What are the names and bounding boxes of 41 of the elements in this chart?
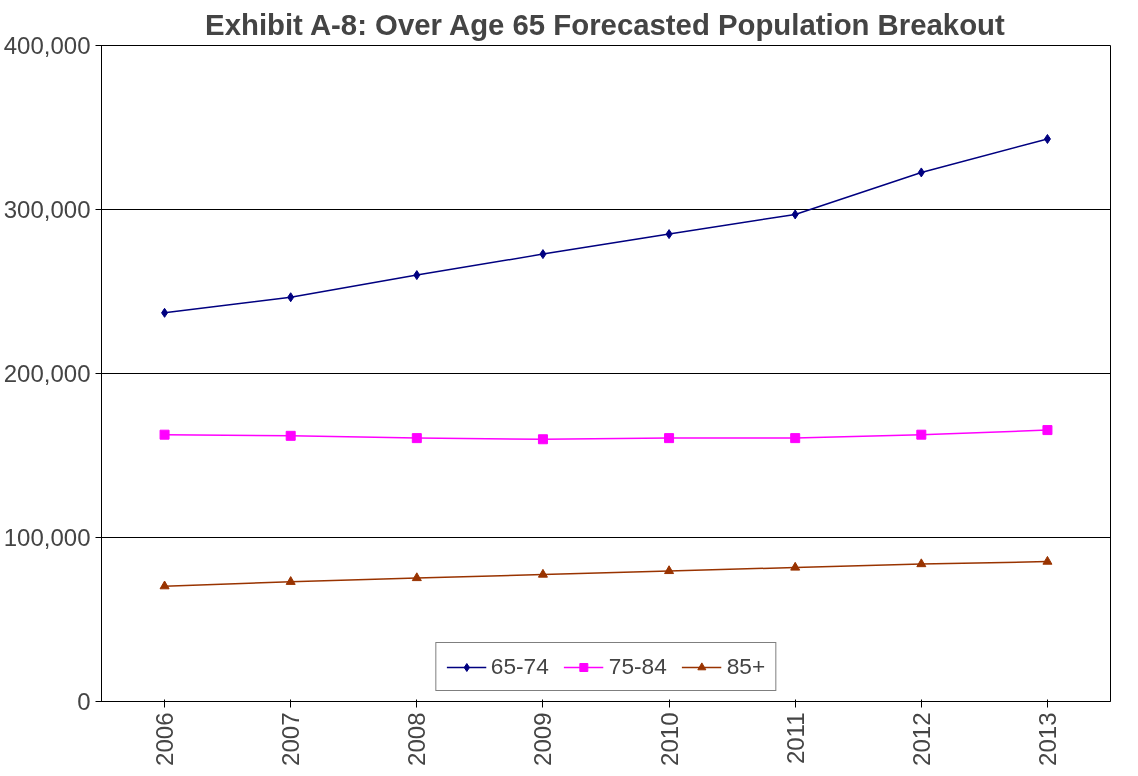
- point: [1043, 133, 1051, 144]
- y-tick-label: 400,000: [3, 32, 91, 59]
- point: [664, 433, 675, 444]
- point: [287, 292, 295, 303]
- point: [159, 429, 170, 440]
- point: [790, 561, 801, 571]
- x-tick-label: 2010: [655, 712, 683, 766]
- x-tick-label: 2006: [151, 712, 179, 766]
- point: [413, 270, 421, 281]
- point: [285, 430, 296, 441]
- legend-label: 85+: [726, 653, 766, 680]
- legend-label: 75-84: [608, 653, 667, 680]
- point: [411, 572, 422, 582]
- x-tick-label: 2007: [277, 712, 305, 766]
- point: [161, 307, 169, 318]
- point: [537, 434, 548, 445]
- chart-title: Exhibit A-8: Over Age 65 Forecasted Population Breakout: [205, 7, 1005, 41]
- point: [159, 580, 170, 590]
- point: [539, 249, 547, 260]
- point: [537, 568, 548, 578]
- x-tick-label: 2012: [907, 712, 935, 766]
- legend-label: 65-74: [490, 653, 549, 680]
- point: [411, 433, 422, 444]
- x-tick-label: 2011: [781, 712, 809, 765]
- point: [665, 229, 673, 240]
- x-tick-label: 2008: [403, 712, 431, 766]
- point: [916, 429, 927, 440]
- y-tick-label: 100,000: [3, 524, 91, 551]
- point: [1042, 425, 1053, 436]
- point: [791, 209, 799, 220]
- point: [285, 576, 296, 585]
- y-tick-label: 300,000: [3, 196, 91, 223]
- point: [916, 558, 927, 568]
- point: [917, 167, 925, 178]
- x-tick-label: 2013: [1033, 712, 1061, 766]
- point: [790, 433, 801, 444]
- point: [1042, 555, 1053, 565]
- y-tick-label: 200,000: [3, 360, 91, 387]
- x-tick-label: 2009: [529, 712, 557, 766]
- point: [664, 565, 675, 575]
- y-tick-label: 0: [77, 688, 91, 715]
